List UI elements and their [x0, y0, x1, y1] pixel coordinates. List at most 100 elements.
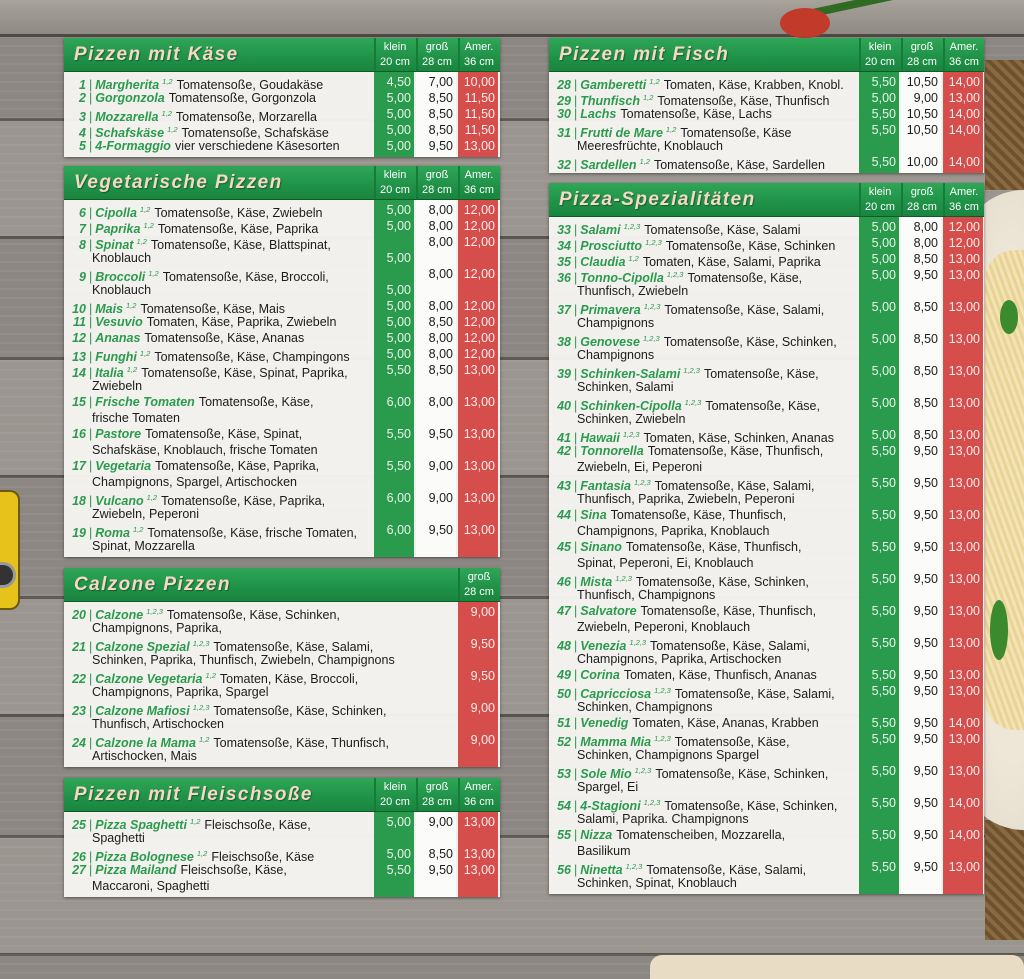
column-header-amer: Amer. 36 cm	[458, 166, 498, 199]
item-description-continued: Spargel, Ei	[577, 780, 639, 794]
size-cm: 36 cm	[464, 796, 494, 808]
menu-item: 22 | Calzone Vegetaria 1,2 Tomaten, Käse, Br…	[64, 668, 500, 700]
item-description-continued: Champignons, Paprika, Knoblauch	[577, 524, 770, 538]
item-number: 27	[72, 863, 86, 877]
price-klein: 5,00	[386, 347, 411, 361]
item-description-continued: Meeresfrüchte, Knoblauch	[577, 139, 723, 153]
price-gross: 10,50	[906, 123, 938, 137]
price-gross: 8,50	[428, 315, 453, 329]
section-body: 20 | Calzone 1,2,3 Tomatensoße, Käse, Schink…	[64, 602, 500, 767]
price-gross: 9,00	[913, 91, 938, 105]
item-number: 46	[557, 575, 571, 589]
separator: |	[89, 494, 93, 508]
item-name: Nizza	[580, 828, 613, 842]
price-column-amer	[943, 217, 983, 894]
price-amer: 13,00	[463, 427, 495, 441]
separator: |	[574, 255, 578, 269]
item-name: Prosciutto	[580, 239, 643, 253]
price-gross: 8,50	[913, 300, 938, 314]
menu-item: 11 | Vesuvio Tomaten, Käse, Paprika, Zwiebe…	[64, 314, 500, 330]
price-klein: 5,00	[871, 236, 896, 250]
size-cm: 28 cm	[907, 201, 937, 213]
separator: |	[574, 223, 578, 237]
price-gross: 9,50	[913, 796, 938, 810]
price-amer: 13,00	[463, 139, 495, 153]
size-cm: 28 cm	[464, 586, 494, 598]
price-column-amer	[458, 812, 498, 897]
section-header: Pizza-Spezialitäten klein 20 cm groß 28 cm Am…	[549, 183, 984, 217]
menu-item: 9 | Broccoli 1,2 Tomatensoße, Käse, Broccoli…	[64, 266, 500, 298]
item-description: Tomaten, Käse, Ananas, Krabben	[632, 716, 819, 730]
separator: |	[574, 799, 578, 813]
price-amer: 14,00	[948, 828, 980, 842]
item-number: 47	[557, 604, 571, 618]
allergen-note: 1,2	[198, 735, 210, 744]
item-description-continued: Zwiebeln, Ei, Peperoni	[577, 460, 703, 474]
menu-item: 18 | Vulcano 1,2 Tomatensoße, Käse, Paprika,…	[64, 490, 500, 522]
item-name: Mista	[580, 575, 613, 589]
item-description-continued: Schafskäse, Knoblauch, frische Tomaten	[92, 443, 318, 457]
item-number: 6	[79, 206, 86, 220]
price-klein: 5,00	[871, 91, 896, 105]
item-description: Tomatensoße, Käse, Mais	[140, 302, 285, 316]
price-klein: 5,00	[386, 91, 411, 105]
price-klein: 6,00	[386, 395, 411, 409]
separator: |	[89, 110, 93, 124]
item-description-continued: Schinken, Salami	[577, 380, 674, 394]
allergen-note: 1,2,3	[615, 574, 632, 583]
item-name: Fantasia	[580, 479, 631, 493]
item-description: Tomatensoße, Käse, Salami,	[654, 479, 815, 493]
price-amer: 13,00	[948, 508, 980, 522]
item-description-continued: Zwiebeln, Peperoni, Knoblauch	[577, 620, 751, 634]
item-number: 55	[557, 828, 571, 842]
price-column-gross	[416, 72, 456, 157]
separator: |	[89, 366, 93, 380]
separator: |	[574, 668, 578, 682]
column-header-klein: klein 20 cm	[859, 183, 899, 216]
item-number: 54	[557, 799, 571, 813]
menu-item: 55 | Nizza Tomatenscheiben, Mozzarella, Basi…	[549, 827, 984, 859]
menu-item: 21 | Calzone Spezial 1,2,3 Tomatensoße, Käse…	[64, 636, 500, 668]
item-number: 30	[557, 107, 571, 121]
price-klein: 5,00	[871, 332, 896, 346]
allergen-note: 1,2,3	[192, 703, 210, 712]
item-description: Tomatensoße, Käse, Schinken,	[166, 608, 340, 622]
item-description: Tomaten, Käse, Broccoli,	[219, 672, 359, 686]
price-gross: 10,50	[906, 107, 938, 121]
separator: |	[89, 270, 93, 284]
menu-item: 2 | Gorgonzola Tomatensoße, Gorgonzola 5,00 8…	[64, 90, 500, 106]
separator: |	[89, 736, 93, 750]
allergen-note: 1,2,3	[643, 798, 661, 807]
price-gross: 9,00	[470, 605, 495, 619]
price-amer: 13,00	[948, 636, 980, 650]
menu-item: 45 | Sinano Tomatensoße, Käse, Thunfisch, Sp…	[549, 539, 984, 571]
menu-section: Pizza-Spezialitäten klein 20 cm groß 28 cm Am…	[549, 183, 984, 894]
item-description: Tomatensoße, Käse, Thunfisch,	[213, 736, 389, 750]
price-gross: 8,50	[913, 428, 938, 442]
size-cm: 20 cm	[380, 184, 410, 196]
price-amer: 13,00	[948, 668, 980, 682]
allergen-note: 1,2,3	[622, 430, 640, 439]
price-gross: 8,00	[428, 235, 453, 249]
allergen-note: 1,2,3	[654, 686, 671, 695]
item-number: 20	[72, 608, 86, 622]
item-number: 8	[79, 238, 86, 252]
item-description: Tomatensoße, Käse, Schinken,	[635, 575, 809, 589]
separator: |	[574, 604, 578, 618]
tomato-decoration	[780, 8, 830, 38]
item-number: 14	[72, 366, 86, 380]
price-klein: 5,50	[871, 123, 896, 137]
allergen-note: 1,2,3	[146, 607, 163, 616]
item-number: 16	[72, 427, 86, 441]
taxi-wheel	[0, 562, 16, 588]
menu-item: 19 | Roma 1,2 Tomatensoße, Käse, frische Tom…	[64, 522, 500, 554]
allergen-note: 1,2,3	[645, 238, 662, 247]
item-description: Fleischsoße, Käse,	[204, 818, 311, 832]
separator: |	[574, 303, 578, 317]
item-description: Tomatensoße, Käse, Salami,	[213, 640, 374, 654]
price-klein: 5,00	[386, 219, 411, 233]
item-name: Claudia	[580, 255, 626, 269]
item-number: 38	[557, 335, 571, 349]
separator: |	[574, 540, 578, 554]
separator: |	[89, 863, 93, 877]
